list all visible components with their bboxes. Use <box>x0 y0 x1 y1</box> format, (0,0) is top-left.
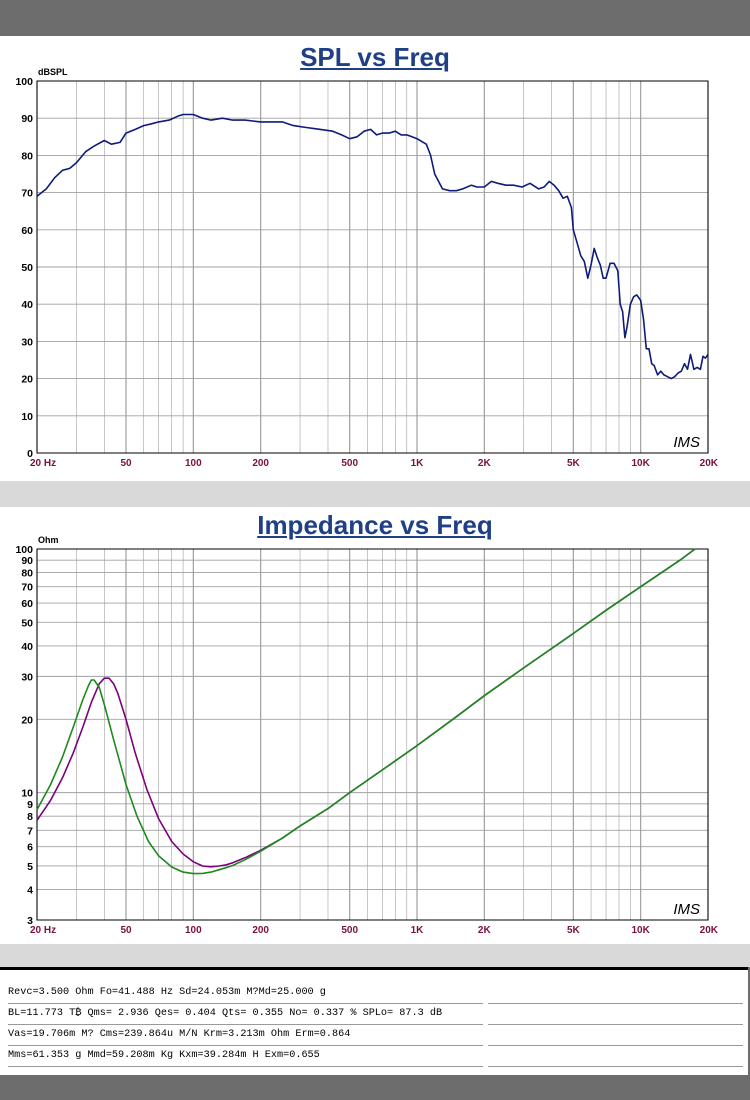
impedance-x-tick-label: 100 <box>185 925 202 936</box>
impedance-y-tick-label: 80 <box>21 568 33 580</box>
param-row-2-blank <box>488 1004 743 1025</box>
spl-y-tick-label: 50 <box>21 262 33 274</box>
impedance-watermark: IMS <box>673 901 700 918</box>
spl-y-tick-label: 80 <box>21 150 33 162</box>
param-row-4: Mms=61.353 g Mmd=59.208m Kg Kxm=39.284m … <box>8 1046 483 1067</box>
impedance-y-tick-label: 40 <box>21 641 33 653</box>
spl-y-tick-label: 30 <box>21 336 33 348</box>
separator-band-2 <box>0 944 750 967</box>
impedance-series-line-1 <box>36 548 696 868</box>
impedance-y-tick-label: 100 <box>15 544 33 556</box>
spl-x-tick-label: 5K <box>567 458 581 469</box>
impedance-x-tick-label: 10K <box>631 925 650 936</box>
spl-x-tick-label: 1K <box>411 458 425 469</box>
impedance-x-tick-label: 20K <box>700 925 719 936</box>
impedance-x-tick-label: 5K <box>567 925 581 936</box>
spl-y-tick-label: 70 <box>21 188 33 200</box>
impedance-plot-frame <box>36 548 709 921</box>
param-row-1: Revc=3.500 Ohm Fo=41.488 Hz Sd=24.053m M… <box>8 983 483 1004</box>
spl-y-tick-label: 0 <box>27 448 33 460</box>
spl-x-tick-label: 50 <box>120 458 132 469</box>
param-row-4-blank <box>488 1046 743 1067</box>
impedance-x-tick-label: 50 <box>120 925 132 936</box>
impedance-y-axis-label: Ohm <box>38 535 59 545</box>
impedance-x-tick-label: 200 <box>252 925 269 936</box>
spl-y-tick-label: 20 <box>21 374 33 386</box>
impedance-y-tick-label: 30 <box>21 671 33 683</box>
impedance-y-tick-label: 8 <box>27 811 33 823</box>
param-row-1-blank <box>488 983 743 1004</box>
impedance-y-tick-label: 9 <box>27 799 33 811</box>
impedance-series-line-2 <box>36 548 696 875</box>
impedance-chart-title: Impedance vs Freq <box>257 510 493 540</box>
impedance-y-tick-label: 6 <box>27 842 33 854</box>
param-row-2: BL=11.773 T₿ Qms= 2.936 Qes= 0.404 Qts= … <box>8 1004 483 1025</box>
impedance-y-tick-label: 50 <box>21 617 33 629</box>
spl-x-tick-label: 100 <box>185 458 202 469</box>
impedance-y-tick-label: 10 <box>21 788 33 800</box>
spl-x-tick-label: 200 <box>252 458 269 469</box>
spl-chart: 0 10 20 30 40 50 60 70 80 90 100 dBSPL 20 Hz 50 100 200… <box>15 67 719 469</box>
spl-series-line-1 <box>36 113 709 380</box>
spl-plot-frame <box>36 80 709 454</box>
spl-y-tick-label: 60 <box>21 225 33 237</box>
spl-y-tick-label: 100 <box>15 76 33 88</box>
impedance-y-tick-label: 90 <box>21 555 33 567</box>
impedance-x-tick-label: 1K <box>411 925 425 936</box>
spl-x-tick-label: 20K <box>700 458 719 469</box>
impedance-panel <box>0 507 750 944</box>
spl-x-tick-label: 20 Hz <box>30 458 56 469</box>
impedance-y-tick-label: 7 <box>27 825 33 837</box>
impedance-x-tick-label: 20 Hz <box>30 925 56 936</box>
bottom-band <box>0 1075 750 1100</box>
impedance-y-tick-label: 4 <box>27 885 33 897</box>
spl-chart-title: SPL vs Freq <box>300 42 450 72</box>
spl-x-tick-label: 2K <box>478 458 492 469</box>
impedance-y-tick-label: 5 <box>27 861 33 873</box>
spl-y-tick-label: 40 <box>21 299 33 311</box>
parameters-panel: Revc=3.500 Ohm Fo=41.488 Hz Sd=24.053m M… <box>0 967 748 1081</box>
spl-y-axis-label: dBSPL <box>38 67 68 77</box>
spl-x-tick-label: 500 <box>341 458 358 469</box>
spl-panel <box>0 36 750 481</box>
spl-watermark: IMS <box>673 434 700 451</box>
param-row-3-blank <box>488 1025 743 1046</box>
impedance-x-tick-label: 2K <box>478 925 492 936</box>
spl-x-tick-label: 10K <box>631 458 650 469</box>
impedance-x-tick-label: 500 <box>341 925 358 936</box>
top-band <box>0 0 750 36</box>
param-row-3: Vas=19.706m M? Cms=239.864u M/N Krm=3.21… <box>8 1025 483 1046</box>
impedance-y-tick-label: 60 <box>21 598 33 610</box>
spl-y-tick-label: 90 <box>21 113 33 125</box>
impedance-y-tick-label: 20 <box>21 714 33 726</box>
impedance-y-tick-label: 70 <box>21 582 33 594</box>
impedance-y-tick-label: 3 <box>27 915 33 927</box>
separator-band <box>0 481 750 507</box>
spl-y-tick-label: 10 <box>21 411 33 423</box>
